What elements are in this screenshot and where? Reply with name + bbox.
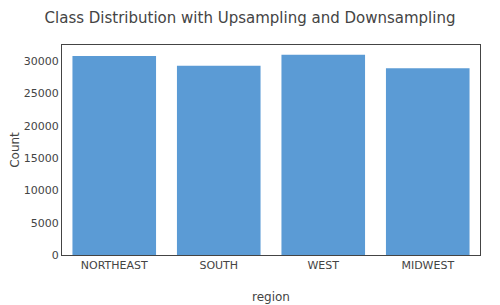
svg-text:Count: Count [8, 132, 22, 168]
svg-text:30000: 30000 [24, 55, 59, 68]
svg-text:15000: 15000 [24, 152, 59, 165]
svg-text:SOUTH: SOUTH [199, 259, 238, 272]
svg-text:5000: 5000 [31, 217, 59, 230]
svg-text:0: 0 [52, 249, 59, 262]
svg-text:WEST: WEST [307, 259, 339, 272]
svg-text:25000: 25000 [24, 87, 59, 100]
svg-text:10000: 10000 [24, 184, 59, 197]
svg-text:region: region [252, 290, 290, 304]
svg-text:20000: 20000 [24, 120, 59, 133]
svg-text:MIDWEST: MIDWEST [401, 259, 454, 272]
svg-text:NORTHEAST: NORTHEAST [81, 259, 148, 272]
svg-text:Class Distribution with Upsamp: Class Distribution with Upsampling and D… [45, 9, 456, 27]
